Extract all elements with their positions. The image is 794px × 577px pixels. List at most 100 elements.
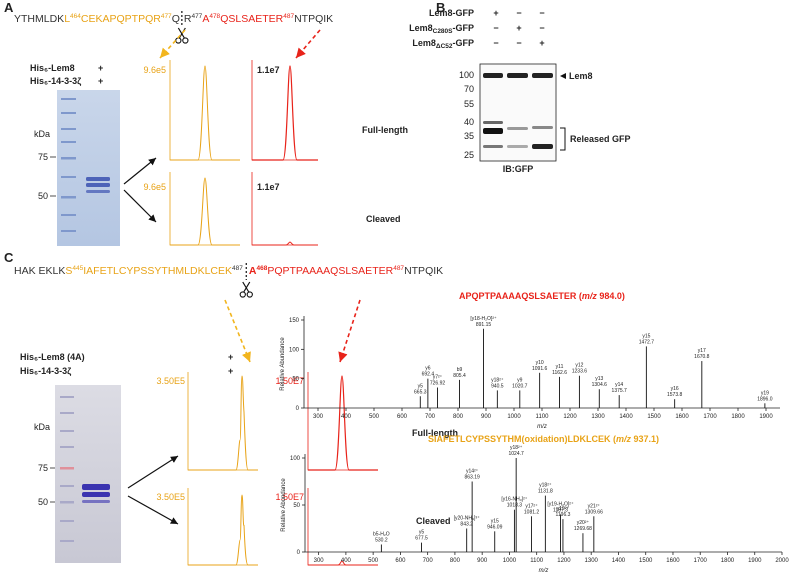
sign: −	[493, 38, 498, 48]
peak-mz: 1131.8	[538, 489, 553, 495]
x-tick-label: 1300	[585, 558, 599, 564]
scale: 1.50E7	[275, 376, 304, 386]
band-label: Released GFP	[570, 134, 631, 144]
construct: Lem8-GFP	[429, 8, 474, 18]
peak-ion: y9	[517, 377, 523, 383]
mw-marker: 35	[464, 131, 474, 141]
chromatograms	[187, 372, 378, 566]
seq-seg: NTPQIK	[404, 265, 443, 277]
x-tick-label: 1400	[619, 414, 633, 420]
x-tick-label: 1700	[703, 414, 717, 420]
mw-marker: 55	[464, 99, 474, 109]
seq-sup: 487	[393, 265, 404, 272]
x-tick-label: 500	[369, 414, 380, 420]
peak-ion: y5	[418, 383, 424, 389]
peak-ion: y20²⁺	[577, 520, 590, 526]
scale: 1.1e7	[257, 182, 280, 192]
peak-mz: 1304.6	[592, 382, 608, 388]
sign: +	[228, 366, 233, 376]
scissors	[242, 281, 250, 293]
construct-part: -GFP	[453, 38, 475, 48]
scale: 3.50E5	[156, 376, 185, 386]
spectra: APQPTPAAAAQSLSAETER (m/z 984.0) 0 50 100 150…	[280, 291, 789, 574]
mw-marker: 40	[464, 117, 474, 127]
peak-ion: y6	[425, 366, 431, 372]
spectrum-title: APQPTPAAAAQSLSAETER (m/z 984.0)	[459, 291, 625, 301]
peak-ion: y7²⁺	[433, 374, 443, 380]
peak-mz: 1196.3	[555, 512, 570, 518]
bracket	[560, 127, 566, 151]
peak-mz: 1018.3	[507, 503, 523, 509]
peak-mz: 1020.7	[512, 383, 528, 389]
peak-ion: y15	[491, 518, 499, 524]
y-tick-label: 100	[290, 456, 301, 462]
peak-ion: [y20-NH₃]³⁺	[454, 516, 480, 522]
construct-part: -GFP	[453, 23, 475, 33]
seq-seg: A	[249, 265, 257, 277]
band	[82, 484, 110, 503]
seq-sup: 477	[191, 13, 202, 20]
seq-sup: 477	[161, 13, 172, 20]
scissors	[246, 291, 253, 298]
peak-mz: 863.19	[464, 475, 480, 481]
x-tick-label: 1900	[759, 414, 773, 420]
x-tick-label: 2000	[775, 558, 789, 564]
peak-ion: y17²⁺	[525, 503, 538, 509]
seq-seg: S	[65, 265, 72, 277]
x-axis-label: m/z	[537, 424, 547, 430]
x-tick-label: 1800	[731, 414, 745, 420]
seq-seg: NTPQIK	[294, 13, 333, 25]
peak-mz: 805.4	[453, 373, 466, 379]
peak-mz: 843.2	[460, 522, 473, 528]
peak-ion: y16	[671, 386, 679, 392]
sign: +	[98, 63, 103, 73]
peak-ion: y5	[419, 530, 425, 536]
scissors	[175, 37, 182, 44]
arrow	[338, 299, 361, 363]
sign: +	[539, 38, 544, 48]
scale: 9.6e5	[143, 65, 166, 75]
x-tick-label: 700	[423, 558, 434, 564]
x-tick-label: 1500	[647, 414, 661, 420]
sequence: YTHMLDKL464CEKAPQPTPQR477Q R477A478QSLSAE…	[14, 13, 333, 25]
condition: His₆-Lem8	[30, 63, 75, 73]
cut-site	[239, 263, 253, 298]
x-tick-label: 300	[314, 558, 325, 564]
x-tick-label: 900	[477, 558, 488, 564]
y-tick-label: 50	[292, 377, 299, 383]
peak-ion: y12	[575, 363, 583, 369]
peak-mz: 1269.68	[574, 526, 592, 532]
sign: −	[516, 8, 521, 18]
mw-marker: 50	[38, 191, 48, 201]
peak-ion: y15	[642, 333, 650, 339]
scale: 9.6e5	[143, 182, 166, 192]
arrow	[127, 455, 179, 489]
scissors	[239, 291, 246, 298]
peak-mz: 1573.8	[667, 392, 683, 398]
peak-ion: y18²⁺	[539, 483, 552, 489]
x-tick-label: 1900	[748, 558, 762, 564]
band	[86, 177, 110, 193]
scissors	[243, 281, 251, 293]
seq-sup: 478	[209, 13, 220, 20]
x-tick-label: 1000	[507, 414, 521, 420]
peak-ion: y11	[556, 364, 564, 370]
seq-seg: CEKAPQPTPQR	[81, 13, 161, 25]
x-tick-label: 1100	[530, 558, 544, 564]
y-axis-label: Relative Abundance	[280, 337, 286, 391]
x-tick-label: 800	[453, 414, 464, 420]
blot-bands	[483, 73, 553, 149]
peak-ion: y14	[615, 382, 623, 388]
y-tick-label: 0	[297, 550, 301, 556]
y-axis-label: Relative Abundance	[281, 478, 287, 532]
peak-ion: y10	[536, 360, 544, 366]
x-tick-label: 400	[341, 558, 352, 564]
arrow	[159, 29, 186, 59]
peak-mz: 665.3	[414, 389, 427, 395]
seq-seg: IAFETLCYPSSYTHMLDKLCEK	[83, 265, 232, 277]
condition: His₆-14-3-3ζ	[30, 76, 81, 86]
title-part: 984.0)	[597, 291, 625, 301]
construct-part: ΔC52	[436, 43, 453, 50]
seq-sup: 464	[70, 13, 81, 20]
seq-seg: L	[64, 13, 70, 25]
